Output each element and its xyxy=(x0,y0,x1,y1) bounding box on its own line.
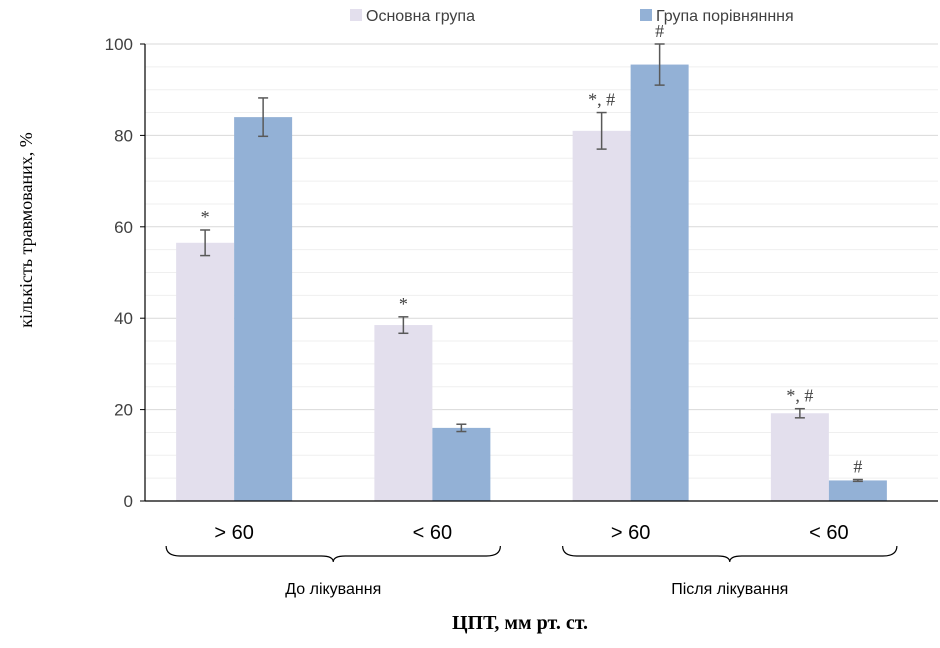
x-axis-label: ЦПТ, мм рт. ст. xyxy=(452,612,588,634)
x-category-label: < 60 xyxy=(809,522,848,544)
significance-marker: # xyxy=(853,457,862,477)
legend-label: Основна група xyxy=(366,8,475,25)
y-axis-label: кількість травмованих, % xyxy=(16,132,36,327)
y-tick-label: 100 xyxy=(105,35,133,54)
bar xyxy=(374,325,433,501)
bar xyxy=(630,64,689,501)
x-category-label: > 60 xyxy=(611,522,650,544)
significance-marker: *, # xyxy=(588,90,615,110)
y-tick-label: 20 xyxy=(114,401,133,420)
x-category-label: > 60 xyxy=(214,522,253,544)
bar xyxy=(828,480,887,501)
significance-marker: * xyxy=(201,207,210,227)
y-tick-label: 40 xyxy=(114,309,133,328)
legend: Основна група Група порівнянння xyxy=(350,8,794,25)
bar xyxy=(572,130,631,501)
x-category-label: < 60 xyxy=(413,522,452,544)
bar xyxy=(234,117,293,502)
legend-swatch xyxy=(640,9,652,21)
significance-marker: # xyxy=(655,21,664,41)
y-tick-label: 80 xyxy=(114,126,133,145)
bar xyxy=(770,413,829,501)
legend-label: Група порівнянння xyxy=(656,8,794,25)
group-label: До лікування xyxy=(285,581,381,598)
group-brace xyxy=(562,545,898,563)
bars: * * *, # # *, # # xyxy=(176,21,887,502)
group-label: Після лікування xyxy=(671,581,788,598)
significance-marker: * xyxy=(399,294,408,314)
group-brace xyxy=(165,545,501,563)
bar xyxy=(176,242,235,502)
y-tick-label: 60 xyxy=(114,218,133,237)
y-tick-label: 0 xyxy=(124,492,133,511)
bar xyxy=(432,427,491,501)
legend-swatch xyxy=(350,9,362,21)
axes: 0 20 40 60 80 100 > 60 < 60 > 60 < 60 До лікування… xyxy=(105,35,938,598)
significance-marker: *, # xyxy=(786,386,813,406)
